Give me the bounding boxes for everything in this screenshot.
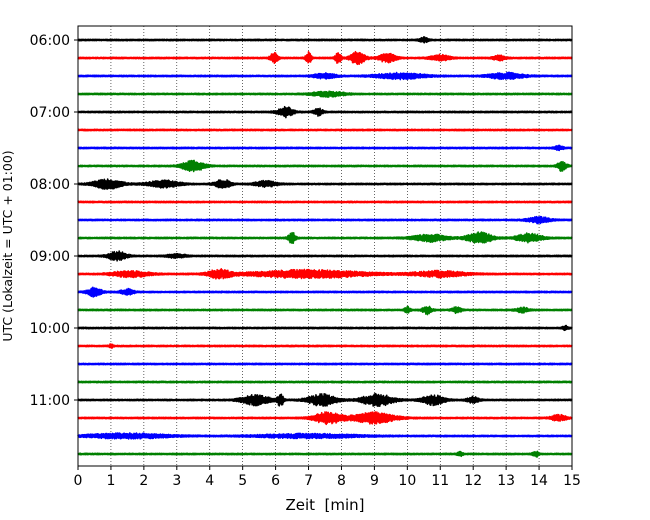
trace-10:45 — [77, 380, 573, 384]
x-tick-label: 14 — [530, 473, 548, 489]
x-tick-label: 13 — [497, 473, 515, 489]
trace-07:15 — [77, 128, 573, 132]
trace-08:45 — [77, 231, 573, 245]
x-tick-label: 6 — [271, 473, 280, 489]
trace-09:30 — [77, 286, 573, 298]
x-axis-label: Zeit [min] — [285, 496, 364, 514]
trace-08:30 — [77, 215, 573, 225]
trace-09:15 — [77, 268, 573, 280]
axes-frame — [77, 25, 573, 467]
trace-10:15 — [77, 343, 573, 349]
trace-06:30 — [77, 71, 573, 81]
y-tick-label: 11:00 — [30, 393, 70, 409]
seismogram-traces — [77, 36, 573, 458]
trace-09:45 — [77, 305, 573, 316]
y-tick-label: 06:00 — [30, 33, 70, 49]
trace-06:15 — [77, 50, 573, 66]
y-tick-label: 10:00 — [30, 321, 70, 337]
trace-09:00 — [77, 250, 573, 262]
trace-11:00 — [77, 392, 573, 408]
trace-08:15 — [77, 200, 573, 204]
x-tick-label: 10 — [398, 473, 416, 489]
y-tick-label: 09:00 — [30, 249, 70, 265]
trace-07:00 — [77, 105, 573, 119]
trace-07:30 — [77, 144, 573, 152]
x-axis-ticks: 0 1 2 3 4 5 6 7 8 9 10 11 12 13 14 15 — [74, 466, 581, 489]
y-axis-ticks: 06:00 07:00 08:00 09:00 10:00 11:00 — [30, 33, 78, 409]
trace-10:00 — [77, 324, 573, 332]
trace-11:30 — [77, 432, 573, 440]
trace-07:45 — [77, 159, 573, 173]
trace-10:30 — [77, 362, 573, 366]
x-tick-label: 3 — [172, 473, 181, 489]
vertical-gridlines — [110, 26, 540, 466]
x-tick-label: 11 — [431, 473, 449, 489]
y-tick-label: 08:00 — [30, 177, 70, 193]
trace-11:45 — [77, 450, 573, 458]
x-tick-label: 8 — [337, 473, 346, 489]
x-tick-label: 9 — [370, 473, 379, 489]
trace-06:45 — [77, 90, 573, 98]
x-tick-label: 7 — [304, 473, 313, 489]
y-tick-label: 07:00 — [30, 105, 70, 121]
x-tick-label: 15 — [563, 473, 581, 489]
trace-08:00 — [77, 178, 573, 190]
y-axis-label: UTC (Lokalzeit = UTC + 01:00) — [0, 150, 15, 341]
x-tick-label: 2 — [139, 473, 148, 489]
x-tick-label: 0 — [74, 473, 83, 489]
x-tick-label: 12 — [464, 473, 482, 489]
trace-11:15 — [77, 411, 573, 426]
trace-06:00 — [77, 36, 573, 44]
x-tick-label: 1 — [106, 473, 115, 489]
x-tick-label: 4 — [205, 473, 214, 489]
x-tick-label: 5 — [238, 473, 247, 489]
